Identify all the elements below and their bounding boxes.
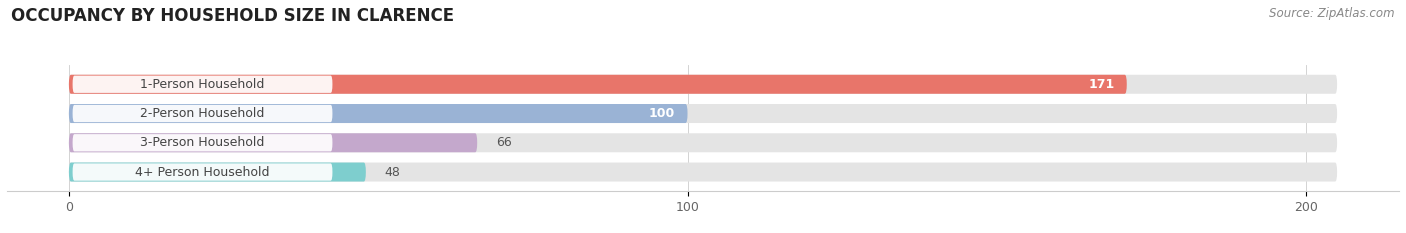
FancyBboxPatch shape: [73, 76, 332, 93]
FancyBboxPatch shape: [73, 134, 332, 151]
Text: Source: ZipAtlas.com: Source: ZipAtlas.com: [1270, 7, 1395, 20]
FancyBboxPatch shape: [69, 75, 1337, 94]
FancyBboxPatch shape: [69, 104, 1337, 123]
FancyBboxPatch shape: [69, 75, 1126, 94]
FancyBboxPatch shape: [69, 133, 1337, 152]
FancyBboxPatch shape: [73, 105, 332, 122]
Text: 4+ Person Household: 4+ Person Household: [135, 165, 270, 178]
Text: 2-Person Household: 2-Person Household: [141, 107, 264, 120]
Text: 48: 48: [384, 165, 401, 178]
FancyBboxPatch shape: [69, 163, 1337, 182]
FancyBboxPatch shape: [69, 163, 366, 182]
Text: 3-Person Household: 3-Person Household: [141, 136, 264, 149]
Text: OCCUPANCY BY HOUSEHOLD SIZE IN CLARENCE: OCCUPANCY BY HOUSEHOLD SIZE IN CLARENCE: [11, 7, 454, 25]
Text: 171: 171: [1088, 78, 1115, 91]
Text: 1-Person Household: 1-Person Household: [141, 78, 264, 91]
FancyBboxPatch shape: [69, 133, 477, 152]
Text: 100: 100: [650, 107, 675, 120]
Text: 66: 66: [496, 136, 512, 149]
FancyBboxPatch shape: [73, 163, 332, 181]
FancyBboxPatch shape: [69, 104, 688, 123]
